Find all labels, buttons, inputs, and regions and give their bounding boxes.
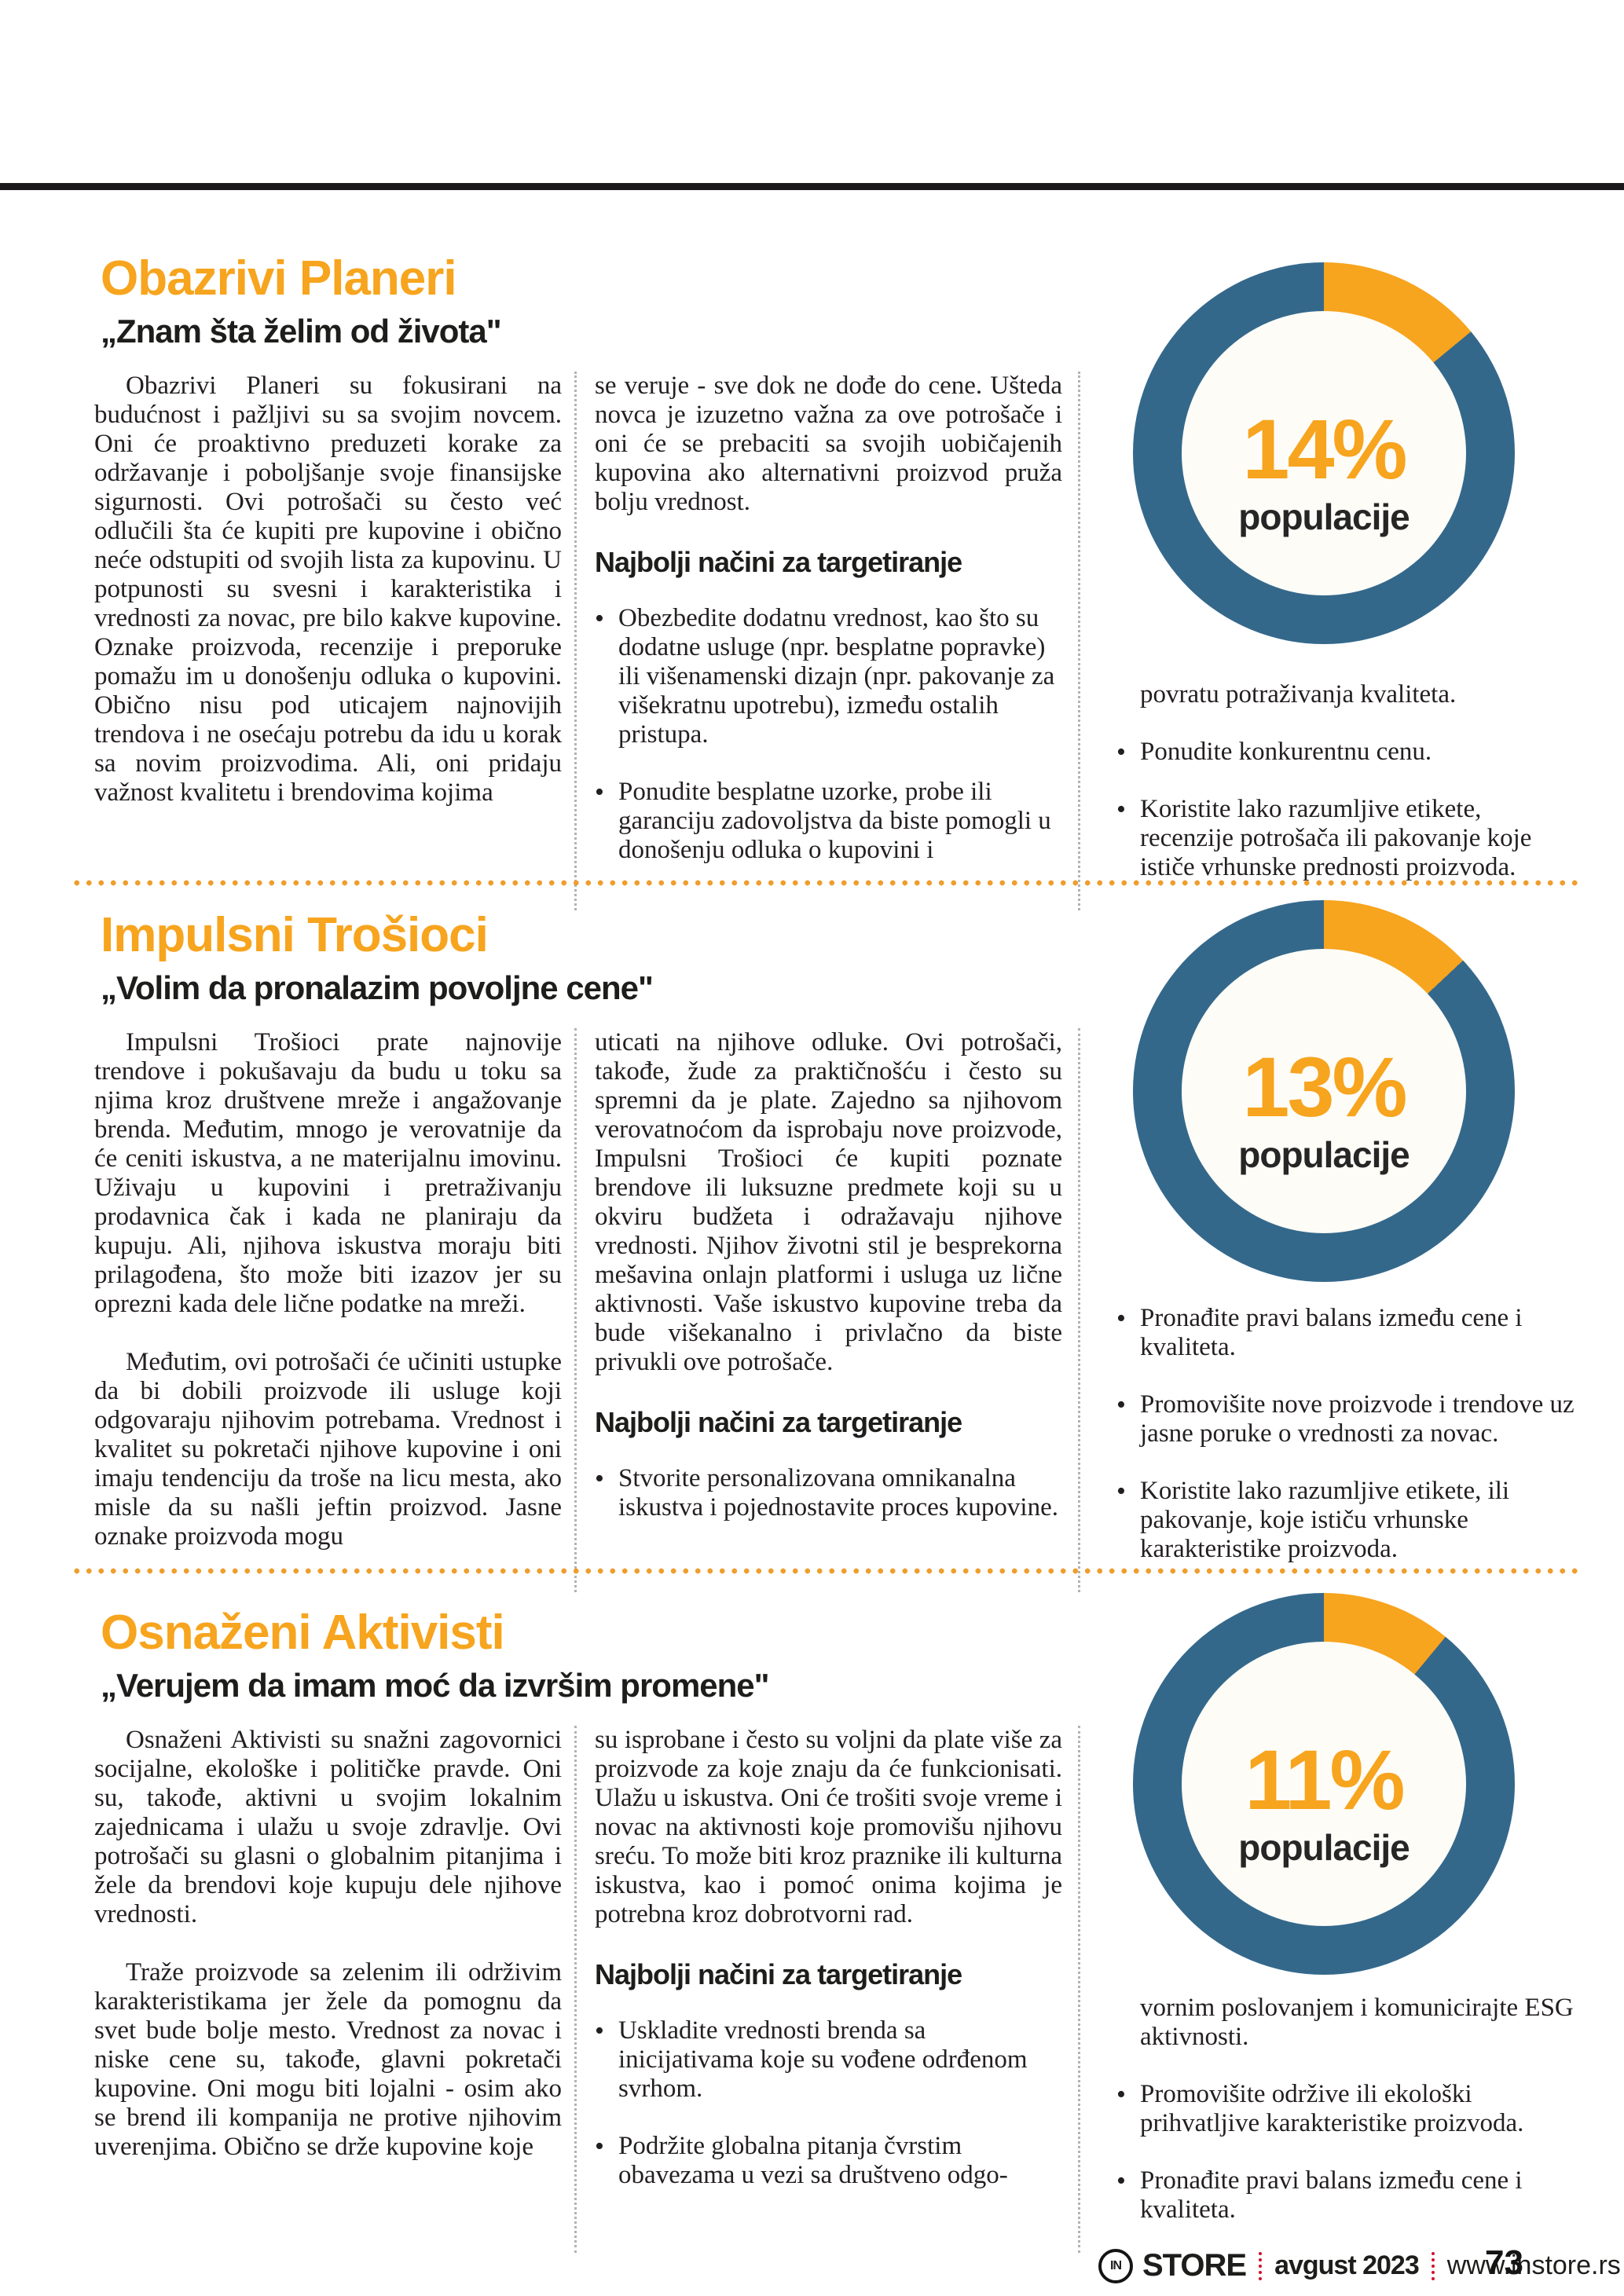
paragraph: Traže proizvode sa zelenim ili održivim …: [94, 1958, 562, 2161]
paragraph: Obazrivi Planeri su fokusirani na budućn…: [94, 372, 562, 807]
continuation-text: povratu potraživanja kvaliteta.: [1140, 680, 1457, 709]
column-1: Obazrivi Planeri su fokusirani na budućn…: [94, 372, 577, 910]
bullet-icon: •: [595, 1464, 604, 1493]
bullet-icon: •: [1116, 1390, 1126, 1419]
bullet-icon: •: [1116, 795, 1126, 824]
bullet-icon: •: [1116, 1477, 1126, 1506]
column-3: vornim poslovanjem i komunicirajte ESG a…: [1080, 1726, 1579, 2253]
column-3: • Pronađite pravi balans između cene i k…: [1080, 1028, 1579, 1592]
bullet-text: Uskladite vrednosti brenda sa inicijativ…: [618, 2016, 1028, 2103]
donut-chart-14-percent: 14% populacije: [1133, 262, 1515, 644]
continuation-text: vornim poslovanjem i komunicirajte ESG a…: [1140, 1994, 1574, 2051]
dotted-separator: [71, 878, 1579, 888]
section-obazrivi-planeri: Obazrivi Planeri „Znam šta želim od živo…: [94, 251, 1579, 910]
percent-value: 14%: [1242, 401, 1407, 496]
bullet-text: Ponudite besplatne uzorke, probe ili gar…: [618, 778, 1051, 864]
bullet-text: Obezbedite dodatnu vrednost, kao što su …: [618, 604, 1055, 749]
bullet-icon: •: [1116, 1304, 1126, 1333]
list-item: • Koristite lako razumljive etikete, ili…: [1116, 1477, 1579, 1564]
list-item: • Obezbedite dodatnu vrednost, kao što s…: [595, 604, 1062, 749]
bullet-icon: •: [1116, 2080, 1126, 2109]
paragraph: se veruje - sve dok ne dođe do cene. Ušt…: [595, 372, 1062, 516]
list-item: • Ponudite besplatne uzorke, probe ili g…: [595, 778, 1062, 865]
percent-value: 13%: [1242, 1039, 1407, 1134]
list-item: • Promovišite nove proizvode i trendove …: [1116, 1390, 1579, 1448]
footer-website: www.instore.rs: [1446, 2250, 1621, 2280]
paragraph: Impulsni Trošioci prate najnovije trendo…: [94, 1028, 562, 1318]
bullet-icon: •: [595, 778, 604, 807]
column-2: uticati na njihove odluke. Ovi potrošači…: [577, 1028, 1080, 1592]
list-item: • Uskladite vrednosti brenda sa inicijat…: [595, 2016, 1062, 2104]
paragraph: su isprobane i često su voljni da plate …: [595, 1726, 1062, 1928]
percent-sublabel: populacije: [1238, 1134, 1410, 1175]
bullet-icon: •: [595, 2132, 604, 2161]
bullet-text: Promovišite nove proizvode i trendove uz…: [1140, 1390, 1575, 1448]
bullet-icon: •: [1116, 738, 1126, 767]
donut-label: 11% populacije: [1182, 1662, 1466, 1946]
methods-heading: Najbolji načini za targetiranje: [595, 546, 962, 578]
column-1: Osnaženi Aktivisti su snažni zagovornici…: [94, 1726, 577, 2253]
column-3: povratu potraživanja kvaliteta. • Ponudi…: [1080, 372, 1579, 910]
section-title: Osnaženi Aktivisti: [101, 1606, 505, 1660]
paragraph: Osnaženi Aktivisti su snažni zagovornici…: [94, 1726, 562, 1928]
list-item: • Ponudite konkurentnu cenu.: [1116, 738, 1579, 767]
methods-heading: Najbolji načini za targetiranje: [595, 1406, 962, 1438]
bullet-text: Promovišite održive ili ekološki prihvat…: [1140, 2080, 1524, 2137]
footer-divider: [1431, 2251, 1435, 2280]
percent-sublabel: populacije: [1238, 496, 1410, 537]
list-item: • Stvorite personalizovana omnikanalna i…: [595, 1464, 1062, 1522]
bullet-icon: •: [1116, 2166, 1126, 2195]
donut-chart-11-percent: 11% populacije: [1133, 1593, 1515, 1975]
dotted-separator: [71, 1566, 1579, 1576]
bullet-text: Ponudite konkurentnu cenu.: [1140, 738, 1432, 766]
column-1: Impulsni Trošioci prate najnovije trendo…: [94, 1028, 577, 1592]
footer-issue-date: avgust 2023: [1274, 2250, 1420, 2280]
section-impulsni-trosioci: Impulsni Trošioci „Volim da pronalazim p…: [94, 908, 1579, 1592]
section-body: Obazrivi Planeri su fokusirani na budućn…: [94, 372, 1579, 910]
column-2: se veruje - sve dok ne dođe do cene. Ušt…: [577, 372, 1080, 910]
donut-label: 14% populacije: [1182, 331, 1466, 616]
page-number: 73: [1485, 2243, 1523, 2282]
bullet-text: Pronađite pravi balans između cene i kva…: [1140, 1304, 1523, 1361]
bullet-text: Koristite lako razumljive etikete, ili p…: [1140, 1477, 1510, 1563]
bullet-text: Stvorite personalizovana omnikanalna isk…: [618, 1464, 1058, 1522]
bullet-text: Koristite lako razumljive etikete, recen…: [1140, 795, 1532, 881]
percent-value: 11%: [1245, 1732, 1405, 1827]
list-item: • Pronađite pravi balans između cene i k…: [1116, 1304, 1579, 1362]
donut-chart-13-percent: 13% populacije: [1133, 900, 1515, 1282]
section-title: Impulsni Trošioci: [101, 908, 489, 962]
paragraph: uticati na njihove odluke. Ovi potrošači…: [595, 1028, 1062, 1376]
bullet-icon: •: [595, 2016, 604, 2045]
list-item: • Pronađite pravi balans između cene i k…: [1116, 2166, 1579, 2225]
list-item: • Koristite lako razumljive etikete, rec…: [1116, 795, 1579, 882]
top-rule: [0, 183, 1624, 190]
column-2: su isprobane i često su voljni da plate …: [577, 1726, 1080, 2253]
section-title: Obazrivi Planeri: [101, 251, 457, 306]
bullet-text: Pronađite pravi balans između cene i kva…: [1140, 2166, 1523, 2224]
percent-sublabel: populacije: [1238, 1827, 1410, 1868]
section-quote: „Znam šta želim od života": [101, 313, 502, 350]
section-body: Impulsni Trošioci prate najnovije trendo…: [94, 1028, 1579, 1592]
donut-label: 13% populacije: [1182, 969, 1466, 1254]
section-body: Osnaženi Aktivisti su snažni zagovornici…: [94, 1726, 1579, 2253]
store-logo-text: STORE: [1142, 2248, 1247, 2283]
bullet-icon: •: [595, 604, 604, 633]
list-item: • Podržite globalna pitanja čvrstim obav…: [595, 2132, 1062, 2190]
list-item: • Promovišite održive ili ekološki prihv…: [1116, 2080, 1579, 2138]
paragraph: Međutim, ovi potrošači će učiniti ustupk…: [94, 1348, 562, 1551]
footer: IN STORE avgust 2023 www.instore.rs: [1098, 2248, 1621, 2283]
footer-divider: [1259, 2251, 1263, 2280]
bullet-text: Podržite globalna pitanja čvrstim obavez…: [618, 2132, 1008, 2189]
instore-logo-icon: IN: [1098, 2248, 1133, 2283]
section-osnazeni-aktivisti: Osnaženi Aktivisti „Verujem da imam moć …: [94, 1606, 1579, 2253]
section-quote: „Verujem da imam moć da izvršim promene": [101, 1667, 770, 1704]
methods-heading: Najbolji načini za targetiranje: [595, 1958, 962, 1990]
section-quote: „Volim da pronalazim povoljne cene": [101, 969, 654, 1006]
